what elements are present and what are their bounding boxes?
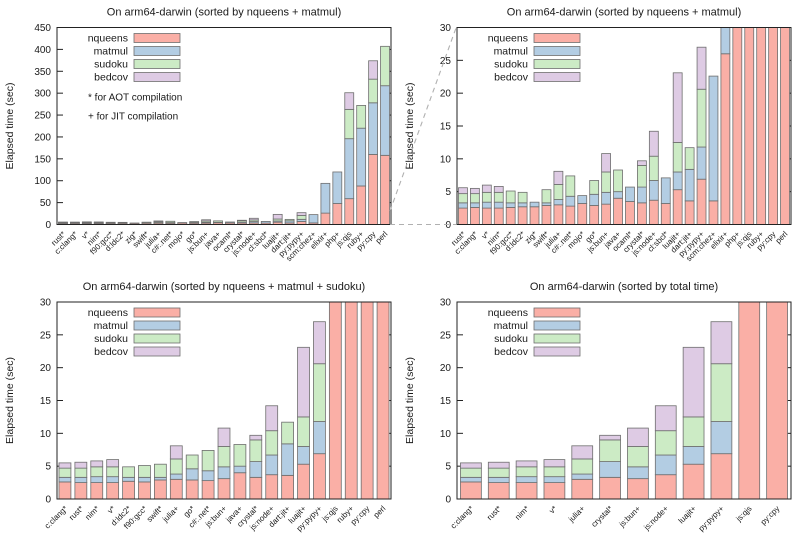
svg-text:js:qjs: js:qjs [734, 504, 754, 524]
svg-text:nqueens: nqueens [88, 33, 128, 45]
svg-text:nqueens: nqueens [88, 307, 128, 319]
svg-text:v*: v* [480, 230, 491, 241]
svg-text:js:node+: js:node+ [642, 504, 671, 533]
svg-text:15: 15 [440, 396, 452, 407]
svg-text:luajit+: luajit+ [677, 504, 699, 526]
svg-text:Elapsed time (sec): Elapsed time (sec) [404, 357, 416, 444]
svg-text:Elapsed time (sec): Elapsed time (sec) [4, 357, 16, 444]
svg-text:5: 5 [445, 187, 451, 198]
svg-text:v*: v* [106, 504, 117, 515]
svg-text:15: 15 [440, 122, 452, 133]
svg-text:matmul: matmul [494, 46, 528, 58]
svg-text:Elapsed time (sec): Elapsed time (sec) [404, 83, 416, 170]
svg-text:250: 250 [34, 111, 51, 122]
svg-text:25: 25 [440, 330, 452, 341]
svg-text:v*: v* [547, 504, 558, 515]
svg-text:sudoku: sudoku [494, 333, 528, 345]
svg-text:nqueens: nqueens [488, 307, 528, 319]
svg-text:400: 400 [34, 45, 51, 56]
svg-text:js:bun+: js:bun+ [617, 504, 643, 530]
svg-text:0: 0 [445, 495, 451, 506]
svg-text:150: 150 [34, 154, 51, 165]
svg-text:julia+: julia+ [566, 504, 587, 525]
svg-text:py:pypy+: py:pypy+ [697, 504, 726, 533]
svg-text:perl: perl [774, 229, 790, 245]
svg-text:c:clang*: c:clang* [449, 504, 475, 530]
svg-text:perl: perl [372, 504, 388, 520]
svg-text:15: 15 [40, 396, 52, 407]
svg-text:30: 30 [40, 298, 52, 309]
svg-text:nim*: nim* [83, 504, 101, 522]
svg-text:bedcov: bedcov [94, 72, 129, 84]
svg-text:5: 5 [45, 462, 51, 473]
svg-text:nim*: nim* [513, 504, 531, 522]
svg-text:25: 25 [440, 56, 452, 67]
svg-text:100: 100 [34, 176, 51, 187]
svg-text:5: 5 [445, 462, 451, 473]
svg-text:bedcov: bedcov [494, 72, 529, 84]
svg-text:* for AOT compilation: * for AOT compilation [88, 93, 182, 104]
svg-text:py:cpy: py:cpy [759, 504, 782, 527]
svg-text:0: 0 [445, 220, 451, 231]
svg-text:+ for JIT compilation: + for JIT compilation [88, 112, 178, 123]
svg-text:crystal*: crystal* [590, 504, 615, 529]
chart-top-right-zoomed: On arm64-darwin (sorted by nqueens + mat… [400, 0, 800, 275]
chart-bottom-left-sorted-three: On arm64-darwin (sorted by nqueens + mat… [0, 275, 400, 549]
svg-text:20: 20 [440, 89, 452, 100]
chart-svg-sorted-three: On arm64-darwin (sorted by nqueens + mat… [4, 281, 392, 533]
svg-text:25: 25 [40, 330, 52, 341]
chart-top-left-full-range: On arm64-darwin (sorted by nqueens + mat… [0, 0, 400, 275]
svg-text:nqueens: nqueens [488, 33, 528, 45]
svg-text:Elapsed time (sec): Elapsed time (sec) [4, 83, 16, 170]
svg-text:julia+: julia+ [160, 504, 181, 525]
svg-text:perl: perl [374, 229, 390, 245]
svg-text:bedcov: bedcov [494, 346, 529, 358]
svg-text:On arm64-darwin (sorted by nqu: On arm64-darwin (sorted by nqueens + mat… [83, 281, 365, 293]
chart-svg-zoomed: On arm64-darwin (sorted by nqueens + mat… [404, 7, 792, 263]
svg-text:On arm64-darwin (sorted by nqu: On arm64-darwin (sorted by nqueens + mat… [107, 7, 341, 19]
svg-text:30: 30 [440, 298, 452, 309]
svg-text:swift*: swift* [145, 504, 165, 524]
svg-text:On arm64-darwin (sorted by nqu: On arm64-darwin (sorted by nqueens + mat… [507, 7, 741, 19]
svg-text:v*: v* [80, 230, 91, 241]
svg-text:c:clang*: c:clang* [43, 504, 69, 530]
chart-svg-total-time: On arm64-darwin (sorted by total time) 0 5… [404, 281, 792, 533]
svg-text:sudoku: sudoku [94, 333, 128, 345]
chart-bottom-right-total-time: On arm64-darwin (sorted by total time) 0 5… [400, 275, 800, 549]
svg-text:20: 20 [40, 363, 52, 374]
svg-text:10: 10 [440, 429, 452, 440]
svg-text:10: 10 [40, 429, 52, 440]
svg-text:On arm64-darwin (sorted by tot: On arm64-darwin (sorted by total time) [530, 281, 718, 293]
svg-text:sudoku: sudoku [494, 59, 528, 71]
svg-text:matmul: matmul [94, 46, 128, 58]
svg-text:200: 200 [34, 132, 51, 143]
svg-text:50: 50 [40, 198, 52, 209]
svg-text:300: 300 [34, 89, 51, 100]
svg-text:30: 30 [440, 23, 452, 34]
svg-text:450: 450 [34, 23, 51, 34]
svg-text:sudoku: sudoku [94, 59, 128, 71]
svg-text:matmul: matmul [494, 320, 528, 332]
svg-text:rust*: rust* [67, 504, 85, 522]
svg-text:350: 350 [34, 67, 51, 78]
svg-text:0: 0 [45, 220, 51, 231]
svg-text:bedcov: bedcov [94, 346, 129, 358]
svg-text:rust*: rust* [485, 504, 503, 522]
svg-text:10: 10 [440, 154, 452, 165]
chart-svg-full-range: On arm64-darwin (sorted by nqueens + mat… [4, 7, 392, 263]
svg-text:20: 20 [440, 363, 452, 374]
svg-text:matmul: matmul [94, 320, 128, 332]
svg-text:0: 0 [45, 495, 51, 506]
